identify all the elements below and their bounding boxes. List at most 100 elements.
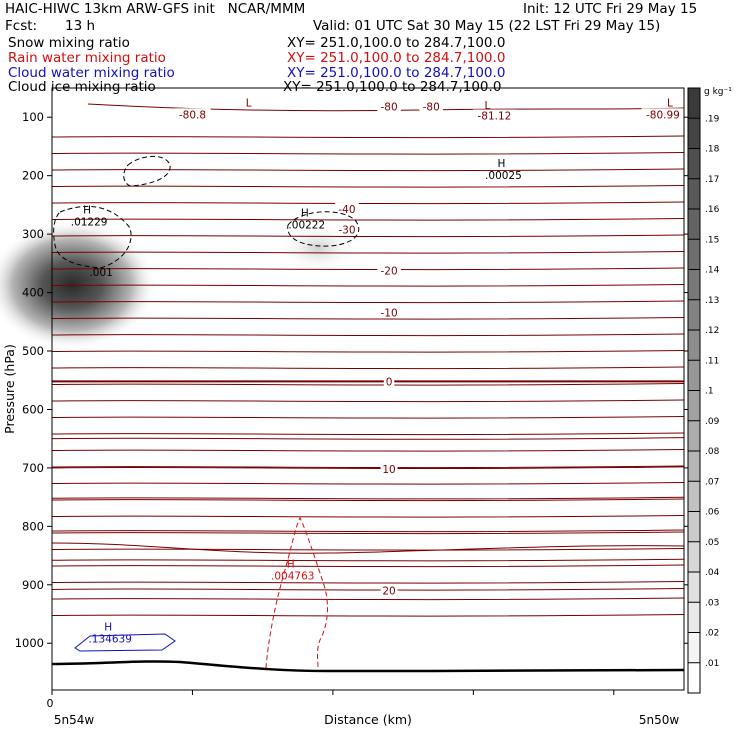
isotherm-line [51, 496, 685, 500]
colorbar-swatch [688, 390, 700, 422]
isotherm-label: -80.99 [646, 109, 680, 121]
colorbar-swatch [688, 451, 700, 482]
cloud-ice-contour [287, 211, 360, 247]
low-marker: L [667, 98, 673, 110]
isotherm-label: -30 [338, 224, 355, 236]
high-marker: H [83, 205, 91, 217]
colorbar-swatch [688, 541, 700, 573]
isotherm-line [51, 366, 685, 370]
isotherm-line [51, 267, 685, 271]
label-background [380, 584, 398, 597]
isotherm-line [51, 300, 685, 304]
y-tick-label: 200 [22, 169, 44, 183]
plot-title: HAIC-HIWC 13km ARW-GFS init NCAR/MMM [5, 1, 306, 17]
cloud-ice-contour [53, 205, 132, 269]
legend-cloudwater-label: Cloud water mixing ratio [8, 65, 175, 81]
colorbar-tick-label: .11 [705, 356, 719, 366]
colorbar-swatch [688, 239, 700, 270]
colorbar-swatch [688, 88, 700, 119]
label-background [377, 264, 401, 277]
label-background [335, 223, 359, 236]
isotherm-line [51, 152, 685, 155]
isotherm-line [51, 531, 685, 535]
isotherm-line [51, 251, 685, 254]
x-origin-label: 0 [47, 697, 54, 710]
colorbar-swatch [688, 572, 700, 603]
isotherm-line [51, 399, 685, 403]
legend-snow-xy: XY= 251.0,100.0 to 284.7,100.0 [287, 35, 506, 51]
isotherm-label: -80 [380, 102, 397, 114]
legend-snow-label: Snow mixing ratio [8, 35, 130, 51]
isotherm-line [51, 542, 685, 554]
colorbar-swatch [688, 662, 700, 694]
isotherm-line [51, 529, 685, 533]
isotherm-label: -81.12 [477, 110, 511, 122]
isotherm-line [51, 432, 685, 436]
label-background [419, 100, 443, 113]
y-tick-label: 300 [22, 227, 44, 241]
legend-rain-xy: XY= 251.0,100.0 to 284.7,100.0 [287, 50, 506, 66]
freezing-level-line [51, 379, 685, 383]
isotherm-label: -40 [338, 204, 355, 216]
colorbar-tick-label: .13 [705, 296, 719, 306]
isotherm-line [51, 284, 685, 287]
label-background [472, 109, 516, 122]
legend-cloudice-label: Cloud ice mixing ratio [8, 79, 156, 95]
label-background [377, 100, 401, 113]
isotherm-line [51, 597, 685, 601]
extremum-value: .004763 [271, 570, 314, 582]
colorbar-swatch [688, 481, 700, 512]
y-tick-label: 700 [22, 461, 44, 475]
label-background [383, 375, 395, 388]
isotherm-label: -80 [423, 102, 440, 114]
label-background [641, 108, 685, 121]
cloud-water-contour [74, 633, 176, 652]
isotherm-line [51, 581, 685, 584]
high-marker: H [104, 621, 112, 633]
colorbar-tick-label: .14 [705, 266, 720, 276]
plot-frame [51, 87, 685, 691]
low-marker: L [246, 98, 252, 110]
init-time: Init: 12 UTC Fri 29 May 15 [523, 1, 698, 17]
forecast-hour: 13 h [65, 18, 96, 34]
isotherm-line [51, 437, 685, 440]
isotherm-line [51, 350, 685, 353]
valid-time: Valid: 01 UTC Sat 30 May 15 (22 LST Fri … [313, 18, 661, 34]
x-axis-label: Distance (km) [324, 712, 412, 727]
label-background [380, 463, 398, 476]
colorbar-tick-label: .03 [705, 598, 719, 608]
colorbar-swatch [688, 420, 700, 452]
isotherm-line [51, 234, 685, 238]
colorbar-tick-label: .05 [705, 538, 719, 548]
colorbar-swatch [688, 360, 700, 391]
rain-water-contour [265, 516, 328, 669]
colorbar-tick-label: .07 [705, 477, 719, 487]
extremum-value: .134639 [88, 633, 131, 645]
isotherm-label: -20 [380, 265, 397, 277]
x-start-label: 5n54w [54, 713, 95, 727]
colorbar-tick-label: .18 [705, 145, 720, 155]
forecast-label: Fcst: [5, 18, 38, 34]
terrain-line [51, 660, 685, 673]
y-axis-label: Pressure (hPa) [2, 344, 17, 434]
y-tick-label: 600 [22, 402, 44, 416]
colorbar-swatch [688, 269, 700, 301]
y-tick-label: 400 [22, 286, 44, 300]
colorbar-swatch [688, 511, 700, 543]
isotherm-line [51, 465, 685, 469]
y-tick-label: 900 [22, 578, 44, 592]
colorbar-tick-label: .12 [705, 326, 719, 336]
isotherm-line [51, 416, 685, 419]
y-tick-label: 800 [22, 519, 44, 533]
isotherm-line [51, 515, 685, 518]
isotherm-line [51, 564, 685, 568]
isotherm-line [51, 185, 685, 188]
isotherm-line [51, 201, 685, 205]
isotherm-line [51, 548, 685, 551]
colorbar-tick-label: .17 [705, 175, 719, 185]
label-background [377, 306, 401, 319]
extremum-value: .00025 [485, 170, 522, 182]
colorbar-swatch [688, 148, 700, 180]
label-background [174, 108, 211, 121]
y-tick-label: 500 [22, 344, 44, 358]
